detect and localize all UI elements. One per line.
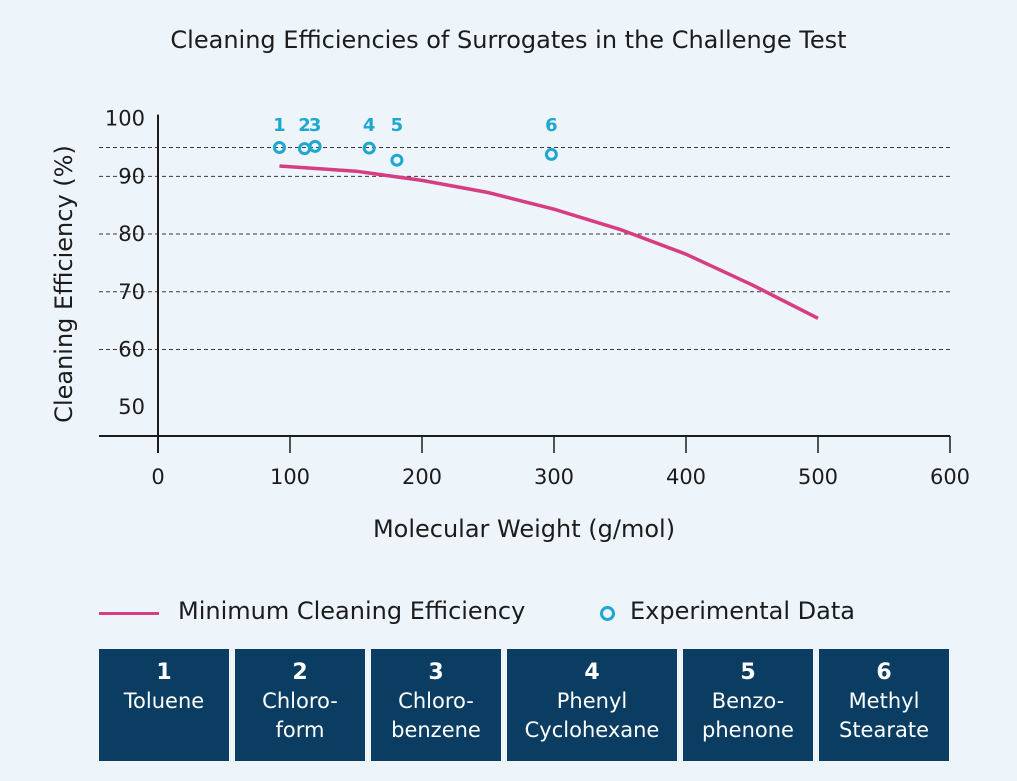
- compound-number: 4: [584, 660, 600, 685]
- x-tick-label: 400: [666, 465, 706, 489]
- compound-name-line: Methyl: [848, 689, 920, 713]
- compound-name-line: Phenyl: [556, 689, 628, 713]
- compound-name-line: Cyclohexane: [524, 718, 660, 742]
- compound-number: 6: [876, 660, 892, 685]
- chart-svg: 0 100 200 300 400 500 600 50 60 70 80 90 100 Molecula…: [50, 107, 970, 543]
- compound-number: 3: [428, 660, 444, 685]
- y-tick-label: 50: [118, 395, 145, 419]
- y-tick-label: 90: [118, 164, 145, 188]
- compound-box-2: 2 Chloro- form: [235, 649, 365, 761]
- legend-label-points: Experimental Data: [630, 597, 855, 625]
- legend-label-line: Minimum Cleaning Efficiency: [178, 597, 526, 625]
- compound-box-5: 5 Benzo- phenone: [683, 649, 813, 761]
- data-point: [308, 139, 322, 153]
- compound-number: 5: [740, 660, 756, 685]
- x-tick-label: 300: [534, 465, 574, 489]
- data-point: [272, 141, 286, 154]
- data-point: [544, 147, 558, 161]
- data-point-label: 1: [273, 115, 286, 136]
- y-tick-label: 100: [105, 107, 145, 131]
- legend-line-swatch: [99, 612, 159, 615]
- compound-box-3: 3 Chloro- benzene: [371, 649, 501, 761]
- legend: Minimum Cleaning Efficiency Experimental…: [0, 594, 1017, 634]
- compound-name-line: Chloro-: [262, 689, 338, 713]
- data-point-label: 2: [298, 115, 311, 136]
- min-efficiency-line: [279, 164, 819, 320]
- y-tick-label: 60: [118, 337, 145, 361]
- compound-name-line: Chloro-: [398, 689, 474, 713]
- data-point-label: 5: [391, 115, 404, 136]
- data-point: [298, 142, 312, 156]
- y-tick-label: 80: [118, 222, 145, 246]
- x-tick-label: 600: [930, 465, 970, 489]
- compound-name-line: Benzo-: [711, 689, 785, 713]
- data-point: [390, 153, 404, 167]
- compound-box-6: 6 Methyl Stearate: [819, 649, 949, 761]
- data-point-label: 4: [363, 115, 376, 136]
- compound-box-1: 1 Toluene: [99, 649, 229, 761]
- compound-name-line: benzene: [391, 718, 481, 742]
- compound-name-line: Toluene: [123, 689, 205, 713]
- compound-number: 1: [156, 660, 172, 685]
- legend-marker-swatch: [600, 606, 615, 621]
- compound-name-line: form: [275, 718, 325, 742]
- y-tick-label: 70: [118, 280, 145, 304]
- y-axis-label: Cleaning Efficiency (%): [50, 145, 78, 423]
- x-axis-label: Molecular Weight (g/mol): [373, 515, 675, 543]
- data-point: [362, 141, 376, 155]
- data-point-label: 3: [309, 115, 322, 136]
- compound-name-line: Stearate: [838, 718, 929, 742]
- x-tick-label: 200: [402, 465, 442, 489]
- compound-box-4: 4 Phenyl Cyclohexane: [507, 649, 677, 761]
- x-tick-label: 100: [270, 465, 310, 489]
- chart-title: Cleaning Efficiencies of Surrogates in t…: [170, 26, 847, 54]
- x-tick-label: 500: [798, 465, 838, 489]
- compound-name-line: phenone: [702, 718, 794, 742]
- data-point-label: 6: [545, 115, 558, 136]
- x-tick-label: 0: [151, 465, 164, 489]
- compound-number: 2: [292, 660, 308, 685]
